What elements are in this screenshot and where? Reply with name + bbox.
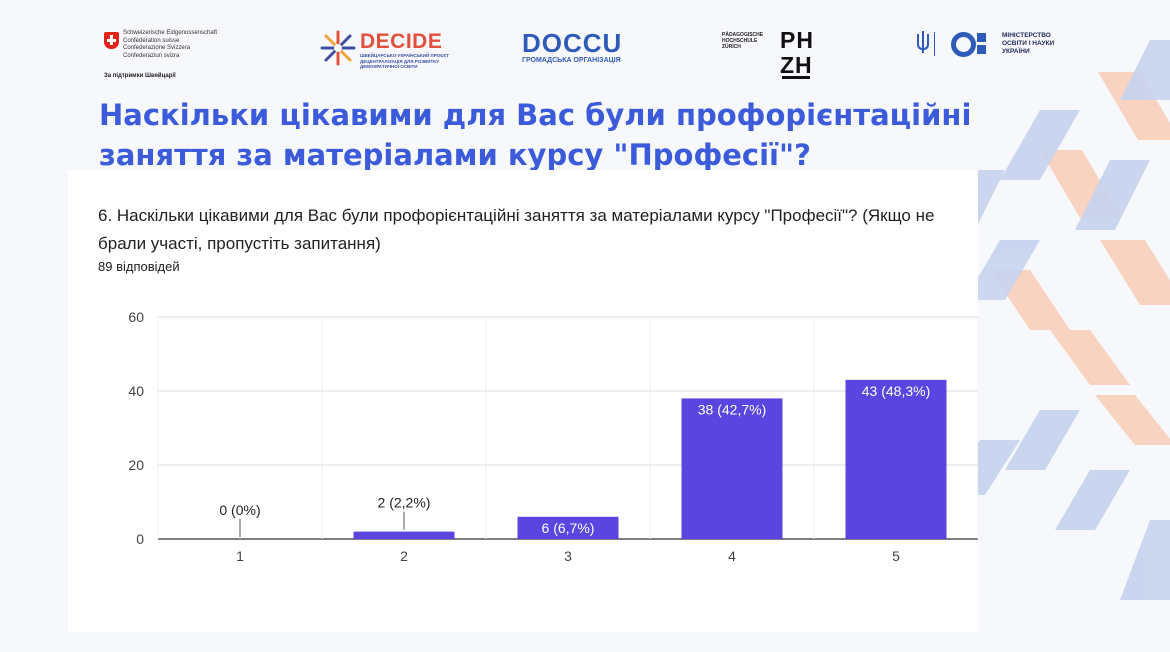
decide-star-icon	[320, 30, 356, 66]
phzh-small-line: HOCHSCHULE	[722, 38, 758, 44]
chart-panel: 6. Наскільки цікавими для Вас були профо…	[68, 170, 978, 632]
doccu-wordmark: DOCCU	[522, 28, 623, 58]
swiss-support-text: За підтримки Швейцарії	[104, 73, 176, 79]
phzh-small-line: ZÜRICH	[722, 44, 741, 50]
bar	[517, 516, 619, 539]
x-tick-label: 5	[892, 548, 900, 564]
ministry-line: УКРАЇНИ	[1002, 48, 1030, 55]
data-label: 43 (48,3%)	[862, 383, 930, 399]
doccu-logo: DOCCU ГРОМАДСЬКА ОРГАНІЗАЦІЯ	[522, 30, 622, 64]
x-tick-label: 3	[564, 548, 572, 564]
y-tick-label: 40	[128, 383, 144, 399]
bar	[845, 379, 947, 539]
y-tick-label: 0	[136, 531, 144, 547]
ministry-square-icon	[977, 45, 986, 54]
bar-chart: 0 20 40 60 0 (0%) 1 2 (2,2%) 2 6 (6,7%) 3 38 (42,7…	[128, 309, 978, 564]
partner-logos: Schweizerische Eidgenossenschaft Confédé…	[0, 0, 1170, 90]
trident-icon	[917, 31, 929, 53]
decide-subtitle: ШВЕЙЦАРСЬКО-УКРАЇНСЬКИЙ ПРОЄКТ ДЕЦЕНТРАЛ…	[360, 53, 449, 69]
ministry-line: ОСВІТИ І НАУКИ	[1002, 40, 1055, 47]
data-label: 6 (6,7%)	[542, 520, 595, 536]
slide-title: Наскільки цікавими для Вас були профоріє…	[99, 98, 972, 172]
swiss-line: Confédération suisse	[123, 37, 180, 44]
decide-wordmark: DECIDE	[360, 30, 443, 53]
phzh-big-line: PH	[780, 27, 814, 53]
decide-logo: DECIDE ШВЕЙЦАРСЬКО-УКРАЇНСЬКИЙ ПРОЄКТ ДЕ…	[320, 30, 449, 71]
data-label: 0 (0%)	[219, 502, 260, 518]
ministry-logo: МІНІСТЕРСТВО ОСВІТИ І НАУКИ УКРАЇНИ	[916, 30, 1054, 59]
swiss-flag-icon	[104, 32, 119, 49]
swiss-line: Schweizerische Eidgenossenschaft	[123, 30, 218, 36]
question-title: 6. Наскільки цікавими для Вас були профо…	[98, 206, 935, 253]
bar	[681, 398, 783, 539]
data-label: 2 (2,2%)	[378, 495, 431, 511]
y-tick-label: 20	[128, 457, 144, 473]
x-tick-label: 2	[400, 548, 408, 564]
ministry-divider	[934, 32, 935, 56]
ministry-line: МІНІСТЕРСТВО	[1002, 32, 1051, 39]
data-label: 38 (42,7%)	[698, 401, 766, 417]
phzh-small-line: PÄDAGOGISCHE	[722, 32, 764, 38]
phzh-underline	[782, 76, 810, 79]
ministry-circle-icon	[951, 32, 976, 57]
phzh-big-line: ZH	[780, 52, 813, 78]
bar	[353, 531, 455, 539]
swiss-line: Confederaziun svizra	[123, 52, 180, 59]
response-count: 89 відповідей	[98, 259, 180, 274]
x-tick-label: 4	[728, 548, 736, 564]
swiss-line: Confederazione Svizzera	[123, 45, 191, 51]
x-tick-label: 1	[236, 548, 244, 564]
doccu-subtitle: ГРОМАДСЬКА ОРГАНІЗАЦІЯ	[522, 57, 621, 64]
y-tick-label: 60	[128, 309, 144, 325]
ministry-square-icon	[977, 33, 986, 42]
